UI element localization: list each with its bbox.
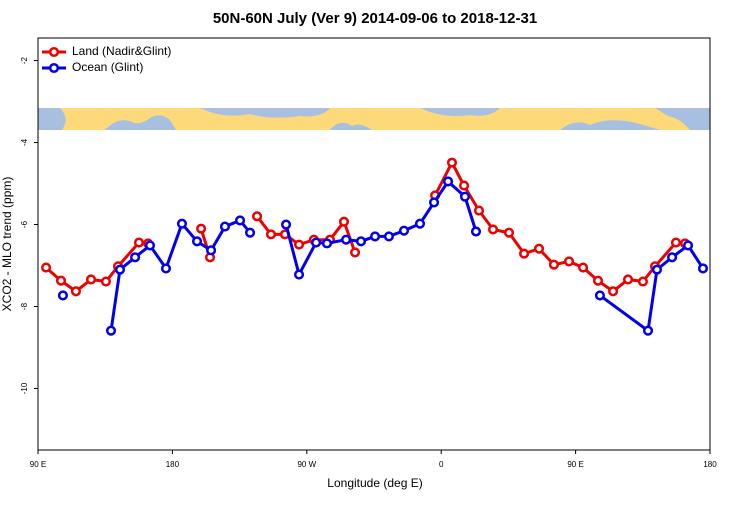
data-point (473, 205, 485, 216)
data-point (578, 262, 589, 273)
data-point (682, 240, 694, 251)
data-point (592, 275, 604, 286)
data-point (369, 231, 381, 242)
data-point (414, 218, 426, 229)
data-point (637, 276, 648, 287)
data-point (642, 325, 654, 336)
data-point (245, 227, 256, 238)
data-point (651, 264, 663, 275)
data-point (608, 286, 619, 297)
data-point (70, 286, 81, 297)
data-point (622, 274, 634, 285)
data-point (667, 252, 678, 263)
data-point (428, 197, 440, 208)
data-point (144, 240, 156, 251)
x-tick-label: 0 (439, 460, 444, 469)
data-point (548, 259, 559, 270)
data-point (133, 237, 144, 248)
x-tick-label: 90 W (297, 460, 316, 469)
data-point (130, 252, 141, 263)
data-point (349, 247, 361, 258)
data-point (176, 218, 188, 229)
x-tick-label: 180 (166, 460, 180, 469)
legend-marker (48, 46, 60, 58)
data-point (219, 221, 231, 232)
data-point (470, 226, 482, 237)
data-point (191, 236, 203, 247)
data-point (458, 180, 470, 191)
data-point (85, 274, 97, 285)
data-point (206, 245, 217, 256)
y-tick-label: -8 (20, 302, 29, 310)
data-point (321, 238, 333, 249)
legend-marker (48, 62, 60, 74)
data-point (533, 243, 545, 254)
series-line (45, 159, 686, 294)
data-point (519, 248, 530, 259)
data-point (293, 269, 305, 280)
data-point (311, 237, 322, 248)
data-point (252, 211, 263, 222)
data-point (503, 227, 515, 238)
data-point (55, 275, 67, 286)
x-tick-label: 180 (703, 460, 717, 469)
data-point (293, 239, 305, 250)
data-point (114, 264, 126, 275)
data-point (280, 219, 292, 230)
data-point (443, 176, 454, 187)
data-point (446, 157, 458, 168)
data-point (594, 290, 605, 301)
y-tick-label: -4 (20, 138, 29, 146)
data-point (487, 224, 499, 235)
y-tick-label: -6 (20, 220, 29, 228)
x-tick-label: 90 E (30, 460, 46, 469)
data-point (383, 231, 394, 242)
data-point (160, 263, 172, 274)
data-point (41, 262, 52, 273)
data-point (341, 234, 352, 245)
data-point (105, 325, 117, 336)
data-point (100, 276, 111, 287)
plot-frame (37, 37, 711, 451)
x-tick-label: 90 E (567, 460, 583, 469)
y-tick-label: -2 (20, 56, 29, 64)
map-strip (38, 108, 710, 130)
legend-label: Ocean (Glint) (72, 60, 143, 74)
y-tick-label: -10 (20, 382, 29, 394)
data-point (196, 223, 207, 234)
data-point (398, 225, 410, 236)
data-point (670, 237, 682, 248)
data-point (234, 215, 246, 226)
chart-title: 50N-60N July (Ver 9) 2014-09-06 to 2018-… (213, 10, 537, 27)
data-point (57, 290, 68, 301)
series-line (109, 179, 705, 334)
data-point (563, 256, 575, 267)
legend-label: Land (Nadir&Glint) (72, 44, 171, 58)
data-point (459, 191, 470, 202)
data-point (355, 236, 367, 247)
y-axis-label: XCO2 - MLO trend (ppm) (0, 177, 14, 312)
data-point (338, 216, 350, 227)
x-axis-label: Longitude (deg E) (327, 476, 422, 490)
data-point (265, 229, 277, 240)
data-point (697, 263, 709, 274)
